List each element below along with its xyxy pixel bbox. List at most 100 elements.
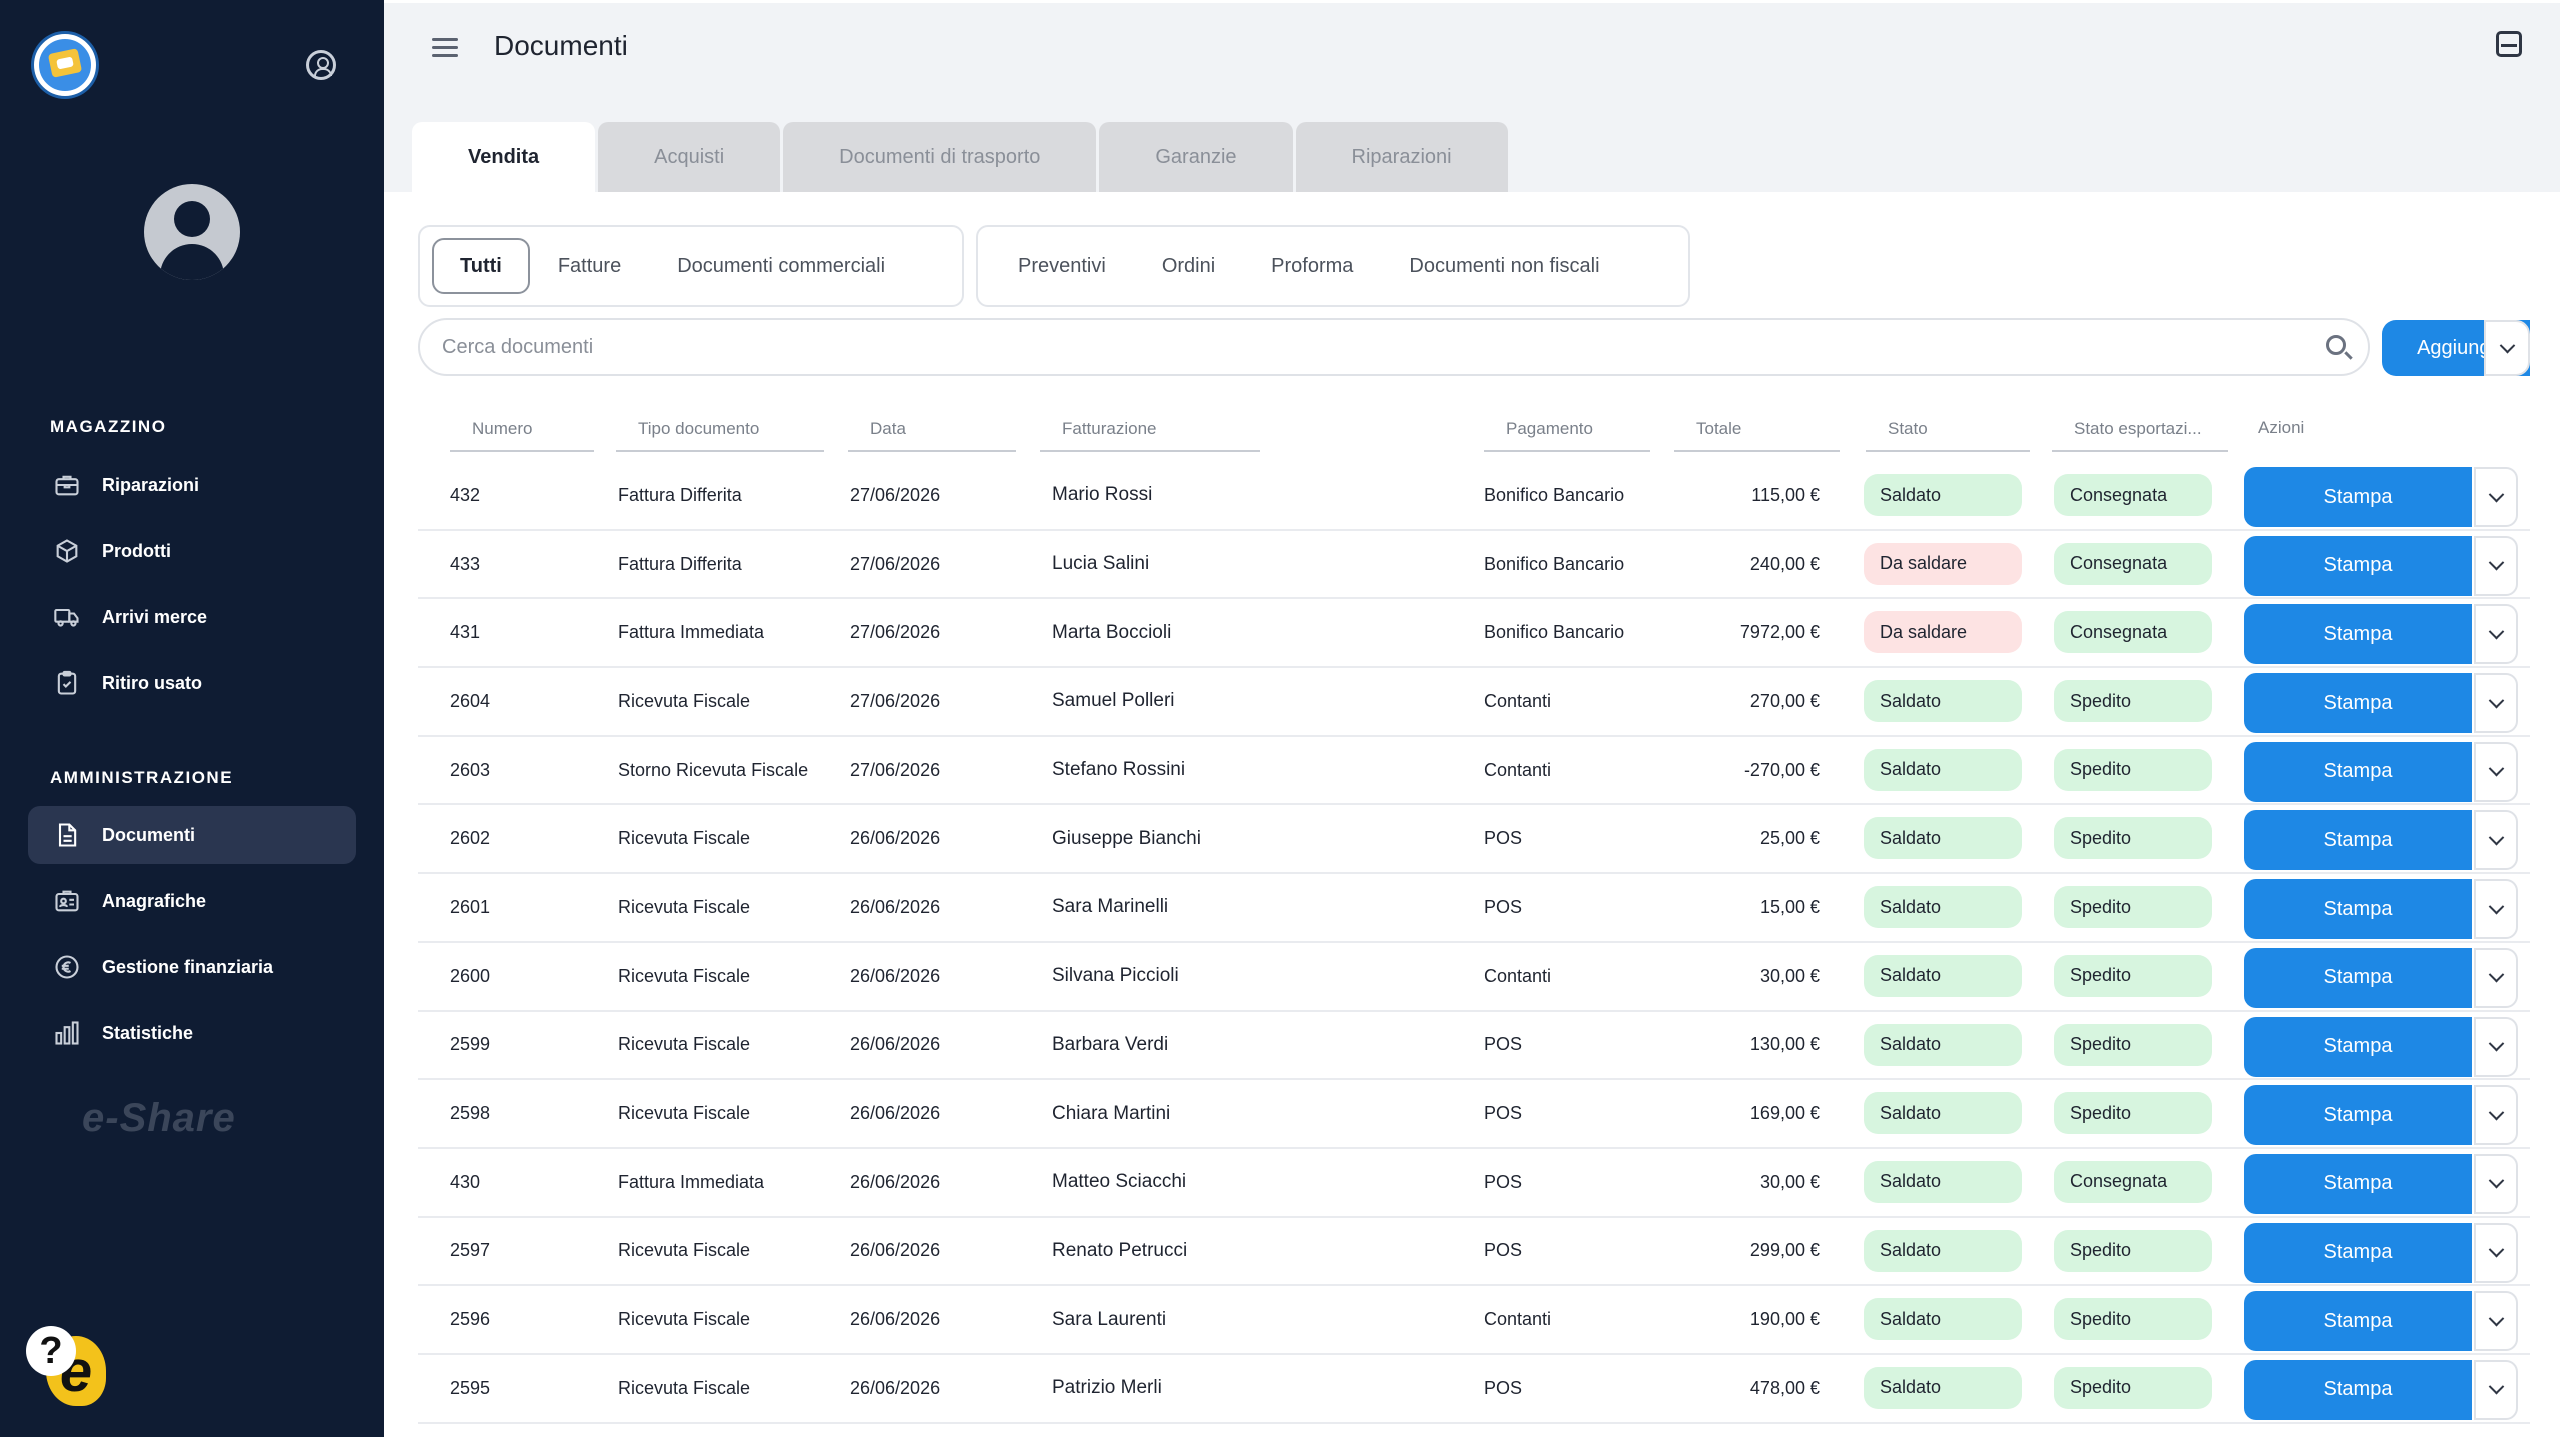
sidebar-item-label: Riparazioni (102, 474, 200, 495)
sidebar-item-riparazioni[interactable]: Riparazioni (28, 456, 356, 514)
print-button[interactable]: Stampa (2244, 1153, 2472, 1214)
search-icon[interactable] (2326, 335, 2346, 355)
cell-cliente[interactable]: Patrizio Merli (1052, 1377, 1162, 1399)
tab-riparazioni[interactable]: Riparazioni (1295, 122, 1508, 192)
print-button[interactable]: Stampa (2244, 1016, 2472, 1077)
table-row[interactable]: 432 Fattura Differita 27/06/2026 Mario Ross… (418, 462, 2530, 531)
cell-cliente[interactable]: Renato Petrucci (1052, 1239, 1188, 1261)
col-totale[interactable]: Totale (1674, 408, 1840, 452)
cell-numero: 2595 (450, 1377, 491, 1398)
print-button[interactable]: Stampa (2244, 467, 2472, 527)
sidebar-item-prodotti[interactable]: Prodotti (28, 522, 356, 580)
print-button[interactable]: Stampa (2244, 810, 2472, 871)
print-button[interactable]: Stampa (2244, 1359, 2472, 1420)
table-row[interactable]: 430 Fattura Immediata 26/06/2026 Matteo Sci… (418, 1149, 2530, 1218)
menu-toggle-icon[interactable] (432, 38, 458, 58)
sidebar-item-documenti[interactable]: Documenti (28, 806, 356, 864)
row-actions-chevron-icon[interactable] (2474, 673, 2518, 734)
table-row[interactable]: 2602 Ricevuta Fiscale 26/06/2026 Giuseppe B… (418, 805, 2530, 875)
table-row[interactable]: 433 Fattura Differita 27/06/2026 Lucia Sali… (418, 531, 2530, 600)
print-button[interactable]: Stampa (2244, 741, 2472, 802)
inbox-icon[interactable] (2496, 31, 2522, 57)
sidebar-item-ritiro-usato[interactable]: Ritiro usato (28, 654, 356, 712)
tab-documenti-di-trasporto[interactable]: Documenti di trasporto (783, 122, 1097, 192)
row-actions-chevron-icon[interactable] (2474, 879, 2518, 940)
col-numero[interactable]: Numero (450, 408, 594, 452)
cell-cliente[interactable]: Samuel Polleri (1052, 690, 1175, 712)
cell-cliente[interactable]: Barbara Verdi (1052, 1033, 1169, 1055)
cell-numero: 432 (450, 484, 481, 505)
table-row[interactable]: 2601 Ricevuta Fiscale 26/06/2026 Sara Marin… (418, 874, 2530, 943)
table-row[interactable]: 2597 Ricevuta Fiscale 26/06/2026 Renato Pet… (418, 1218, 2530, 1287)
filter-tutti[interactable]: Tutti (432, 238, 530, 294)
filter-documenti-commerciali[interactable]: Documenti commerciali (677, 254, 886, 277)
table-row[interactable]: 2598 Ricevuta Fiscale 26/06/2026 Chiara Mar… (418, 1080, 2530, 1149)
cell-cliente[interactable]: Matteo Sciacchi (1052, 1171, 1187, 1193)
filter-proforma[interactable]: Proforma (1271, 254, 1354, 277)
print-button[interactable]: Stampa (2244, 947, 2472, 1008)
sidebar-item-gestione-finanziaria[interactable]: Gestione finanziaria (28, 938, 356, 996)
cell-cliente[interactable]: Giuseppe Bianchi (1052, 827, 1201, 849)
col-stato-esportazione[interactable]: Stato esportazi... (2052, 408, 2228, 452)
table-row[interactable]: 2604 Ricevuta Fiscale 27/06/2026 Samuel Pol… (418, 668, 2530, 737)
row-actions-chevron-icon[interactable] (2474, 604, 2518, 665)
cell-cliente[interactable]: Sara Laurenti (1052, 1308, 1167, 1330)
print-button[interactable]: Stampa (2244, 673, 2472, 734)
table-row[interactable]: 2600 Ricevuta Fiscale 26/06/2026 Silvana Pi… (418, 943, 2530, 1012)
row-actions-chevron-icon[interactable] (2474, 1291, 2518, 1352)
app-logo[interactable] (34, 34, 96, 96)
row-actions-chevron-icon[interactable] (2474, 947, 2518, 1008)
filter-ordini[interactable]: Ordini (1161, 254, 1216, 277)
col-pagamento[interactable]: Pagamento (1484, 408, 1650, 452)
row-actions-chevron-icon[interactable] (2474, 467, 2518, 527)
cell-cliente[interactable]: Marta Boccioli (1052, 621, 1172, 643)
col-stato[interactable]: Stato (1866, 408, 2030, 452)
row-actions-chevron-icon[interactable] (2474, 1016, 2518, 1077)
filter-fatture[interactable]: Fatture (557, 254, 622, 277)
row-actions-chevron-icon[interactable] (2474, 1222, 2518, 1283)
sidebar-item-statistiche[interactable]: Statistiche (28, 1004, 356, 1062)
col-tipo-documento[interactable]: Tipo documento (616, 408, 824, 452)
print-button[interactable]: Stampa (2244, 1222, 2472, 1283)
row-actions-chevron-icon[interactable] (2474, 741, 2518, 802)
cell-pagamento: POS (1484, 1171, 1523, 1192)
tab-garanzie[interactable]: Garanzie (1099, 122, 1293, 192)
tab-vendita[interactable]: Vendita (412, 122, 596, 192)
table-row[interactable]: 431 Fattura Immediata 27/06/2026 Marta Bocc… (418, 599, 2530, 669)
help-widget[interactable]: e ? (26, 1326, 112, 1412)
table-header: Numero Tipo documento Data Fatturazione … (418, 408, 2530, 456)
table-row[interactable]: 2595 Ricevuta Fiscale 26/06/2026 Patrizio M… (418, 1355, 2530, 1424)
filter-documenti-non-fiscali[interactable]: Documenti non fiscali (1409, 254, 1600, 277)
user-account-icon[interactable] (306, 50, 336, 80)
cell-cliente[interactable]: Chiara Martini (1052, 1102, 1171, 1124)
row-actions-chevron-icon[interactable] (2474, 535, 2518, 596)
print-button[interactable]: Stampa (2244, 1291, 2472, 1352)
cell-cliente[interactable]: Sara Marinelli (1052, 896, 1169, 918)
cell-cliente[interactable]: Lucia Salini (1052, 553, 1150, 575)
print-button[interactable]: Stampa (2244, 535, 2472, 596)
print-button[interactable]: Stampa (2244, 604, 2472, 665)
col-data[interactable]: Data (848, 408, 1016, 452)
search-input[interactable]: Cerca documenti (418, 318, 2370, 376)
sidebar-item-arrivi-merce[interactable]: Arrivi merce (28, 588, 356, 646)
table-row[interactable]: 2596 Ricevuta Fiscale 26/06/2026 Sara Laure… (418, 1286, 2530, 1355)
export-status-badge: Spedito (2054, 680, 2212, 723)
row-actions-chevron-icon[interactable] (2474, 1085, 2518, 1146)
print-button[interactable]: Stampa (2244, 1085, 2472, 1146)
col-fatturazione[interactable]: Fatturazione (1040, 408, 1260, 452)
row-actions-chevron-icon[interactable] (2474, 1359, 2518, 1420)
cell-tipo: Ricevuta Fiscale (618, 1377, 751, 1398)
row-actions-chevron-icon[interactable] (2474, 810, 2518, 871)
cell-cliente[interactable]: Mario Rossi (1052, 484, 1153, 506)
add-dropdown-chevron-icon[interactable] (2484, 320, 2530, 376)
table-row[interactable]: 2603 Storno Ricevuta Fiscale 27/06/2026 Ste… (418, 737, 2530, 806)
print-button[interactable]: Stampa (2244, 879, 2472, 940)
section-title-amministrazione: AMMINISTRAZIONE (50, 768, 234, 787)
row-actions-chevron-icon[interactable] (2474, 1153, 2518, 1214)
sidebar-item-anagrafiche[interactable]: Anagrafiche (28, 872, 356, 930)
cell-cliente[interactable]: Stefano Rossini (1052, 759, 1186, 781)
cell-cliente[interactable]: Silvana Piccioli (1052, 965, 1179, 987)
filter-preventivi[interactable]: Preventivi (1018, 254, 1106, 277)
table-row[interactable]: 2599 Ricevuta Fiscale 26/06/2026 Barbara Ve… (418, 1012, 2530, 1081)
tab-acquisti[interactable]: Acquisti (598, 122, 781, 192)
